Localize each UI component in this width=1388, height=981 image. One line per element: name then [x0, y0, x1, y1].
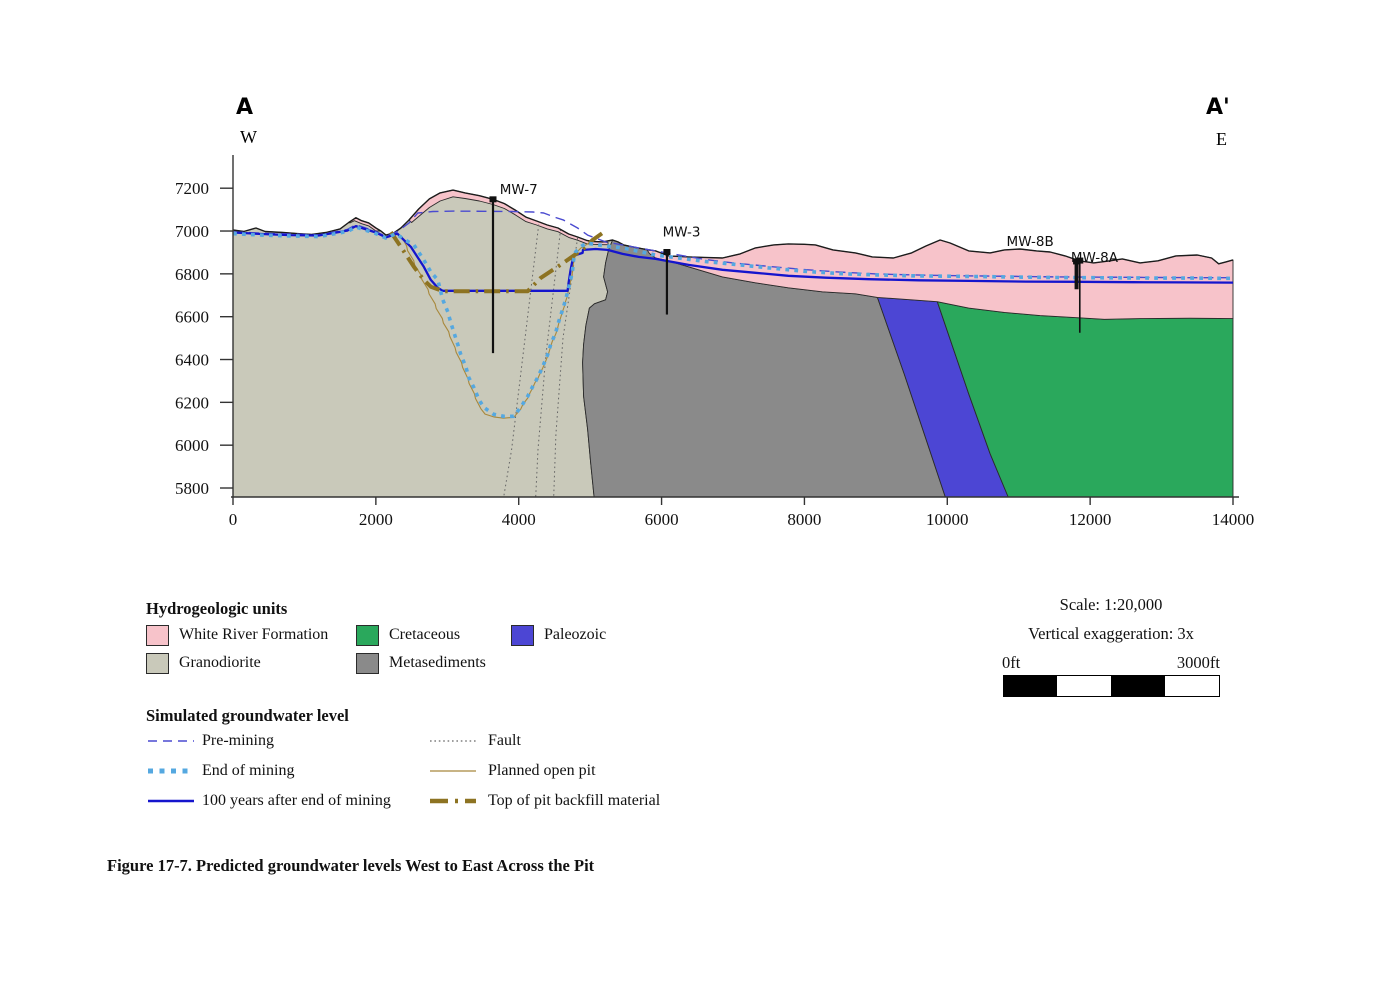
legend-sample-premining	[148, 740, 194, 742]
x-tick-label-10000: 10000	[926, 510, 969, 529]
scale-bar-segment-2	[1057, 676, 1111, 696]
x-tick-label-8000: 8000	[787, 510, 821, 529]
units-legend-title: Hydrogeologic units	[146, 599, 288, 618]
legend-sample-after100	[148, 799, 194, 803]
scale-bar-labels: 0ft 3000ft	[1002, 653, 1220, 673]
scale-bar	[1002, 675, 1220, 697]
figure-caption: Figure 17-7. Predicted groundwater level…	[107, 856, 595, 875]
legend-sample-pit_outline	[430, 770, 476, 772]
legend-unit-metasediments: Metasediments	[356, 652, 511, 674]
y-tick-label-6600: 6600	[175, 308, 209, 327]
legend-unit-wrf: White River Formation	[146, 624, 356, 646]
section-label-A: A	[236, 95, 254, 120]
y-tick-label-6000: 6000	[175, 436, 209, 455]
legend-line-label-end_of_mining: End of mining	[202, 762, 295, 779]
section-direction-west: W	[240, 127, 257, 147]
units-legend: Hydrogeologic units White River Formatio…	[146, 599, 766, 674]
scale-bar-segment-4	[1164, 676, 1219, 696]
x-tick-label-4000: 4000	[502, 510, 536, 529]
section-direction-east: E	[1216, 129, 1227, 149]
x-tick-label-0: 0	[229, 510, 238, 529]
legend-unit-label: White River Formation	[179, 626, 329, 643]
legend-swatch-cretaceous	[356, 624, 379, 646]
scale-box: Scale: 1:20,000 Vertical exaggeration: 3…	[988, 595, 1234, 697]
y-tick-label-6800: 6800	[175, 265, 209, 284]
legend-unit-granodiorite: Granodiorite	[146, 652, 356, 674]
well-label-MW-7: MW-7	[500, 182, 538, 198]
legend-unit-label: Granodiorite	[179, 654, 261, 671]
legend-sample-end_of_mining	[148, 768, 194, 774]
legend-sample-backfill	[430, 798, 476, 804]
groundwater-legend-grid: Pre-mining Fault End of mining Planned open…	[146, 732, 786, 810]
legend-unit-label: Paleozoic	[544, 626, 607, 643]
legend-swatch-wrf	[146, 624, 169, 646]
legend-unit-paleozoic: Paleozoic	[511, 624, 766, 646]
scale-bar-right-label: 3000ft	[1176, 653, 1220, 672]
cross-section-plot: MW-7 MW-3 MW-8B MW-8A 7200 7000 6800 6600 6400 62…	[175, 155, 1255, 529]
y-tick-label-6400: 6400	[175, 351, 209, 370]
y-tick-label-6200: 6200	[175, 393, 209, 412]
groundwater-legend: Simulated groundwater level Pre-mining Fa…	[146, 706, 786, 810]
x-tick-label-12000: 12000	[1069, 510, 1112, 529]
section-label-A-prime: A'	[1206, 95, 1230, 120]
legend-unit-cretaceous: Cretaceous	[356, 624, 511, 646]
well-cap-MW-8A	[1076, 257, 1084, 264]
y-tick-label-7000: 7000	[175, 222, 209, 241]
scale-bar-segment-3	[1111, 676, 1165, 696]
well-label-MW-3: MW-3	[663, 224, 701, 240]
well-label-MW-8B: MW-8B	[1007, 234, 1054, 250]
fault-line-2	[535, 229, 562, 498]
well-cap-MW-3	[663, 249, 671, 256]
x-tick-label-14000: 14000	[1212, 510, 1255, 529]
legend-sample-fault	[430, 740, 476, 742]
legend-swatch-metasediments	[356, 652, 379, 674]
x-tick-label-6000: 6000	[645, 510, 679, 529]
well-label-MW-8A: MW-8A	[1071, 250, 1119, 266]
units-legend-grid: White River Formation Cretaceous Paleozoic…	[146, 624, 766, 674]
legend-unit-label: Metasediments	[389, 654, 486, 671]
y-tick-label-7200: 7200	[175, 179, 209, 198]
legend-line-label-premining: Pre-mining	[202, 732, 274, 749]
legend-line-label-fault: Fault	[488, 732, 521, 749]
scale-bar-segment-1	[1003, 676, 1058, 696]
legend-swatch-granodiorite	[146, 652, 169, 674]
legend-swatch-paleozoic	[511, 624, 534, 646]
well-cap-MW-7	[489, 196, 497, 203]
scale-ratio: Scale: 1:20,000	[1059, 595, 1163, 614]
legend-line-label-backfill: Top of pit backfill material	[488, 792, 661, 809]
vertical-exaggeration: Vertical exaggeration: 3x	[1028, 624, 1194, 643]
legend-unit-label: Cretaceous	[389, 626, 461, 643]
groundwater-legend-title: Simulated groundwater level	[146, 706, 349, 725]
legend-line-label-pit_outline: Planned open pit	[488, 762, 596, 779]
x-tick-label-2000: 2000	[359, 510, 393, 529]
scale-bar-left-label: 0ft	[1002, 653, 1021, 672]
terrain-line	[232, 189, 1234, 265]
legend-line-label-after100: 100 years after end of mining	[202, 792, 391, 809]
y-tick-label-5800: 5800	[175, 479, 209, 498]
